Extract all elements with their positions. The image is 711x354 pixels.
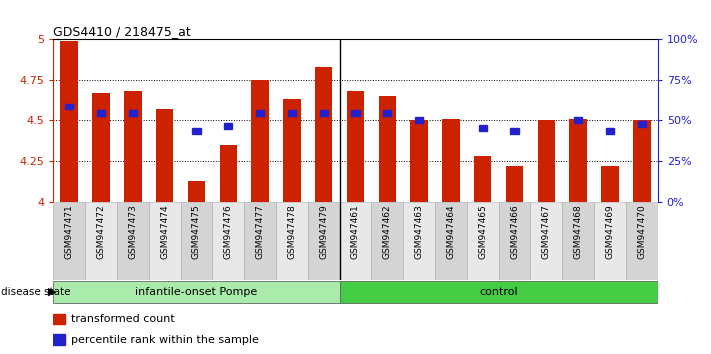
Bar — [283, 99, 301, 202]
Bar — [474, 156, 491, 202]
Bar — [244, 202, 276, 280]
Bar — [351, 110, 360, 116]
Bar — [562, 202, 594, 280]
Bar — [85, 202, 117, 280]
Bar — [256, 110, 264, 116]
Text: GSM947463: GSM947463 — [415, 204, 424, 259]
Text: GSM947465: GSM947465 — [479, 204, 487, 259]
Text: GSM947478: GSM947478 — [287, 204, 296, 259]
Text: GSM947475: GSM947475 — [192, 204, 201, 259]
Text: GSM947466: GSM947466 — [510, 204, 519, 259]
Bar — [633, 120, 651, 202]
Bar — [97, 110, 105, 116]
Text: GSM947461: GSM947461 — [351, 204, 360, 259]
Bar — [315, 67, 333, 202]
Bar — [506, 166, 523, 202]
Bar — [498, 202, 530, 280]
Bar — [181, 202, 213, 280]
Bar — [479, 125, 487, 131]
Bar — [602, 166, 619, 202]
Bar — [156, 109, 173, 202]
Text: GSM947468: GSM947468 — [574, 204, 582, 259]
Bar — [188, 181, 205, 202]
Bar — [220, 145, 237, 202]
Bar — [53, 334, 65, 345]
Text: percentile rank within the sample: percentile rank within the sample — [71, 335, 260, 345]
Text: GSM947473: GSM947473 — [129, 204, 137, 259]
Bar — [638, 121, 646, 127]
Bar — [65, 104, 73, 109]
Bar — [347, 91, 364, 202]
Text: disease state: disease state — [1, 286, 70, 297]
Text: GSM947479: GSM947479 — [319, 204, 328, 259]
Bar — [319, 110, 328, 116]
Text: GSM947472: GSM947472 — [97, 204, 105, 259]
Bar — [213, 202, 244, 280]
Text: control: control — [479, 286, 518, 297]
Bar — [117, 202, 149, 280]
Bar — [288, 110, 296, 116]
Bar — [340, 281, 658, 303]
Text: GSM947462: GSM947462 — [383, 204, 392, 259]
Bar — [371, 202, 403, 280]
Bar — [149, 202, 181, 280]
Text: GSM947474: GSM947474 — [160, 204, 169, 259]
Bar — [594, 202, 626, 280]
Text: GSM947470: GSM947470 — [637, 204, 646, 259]
Bar — [53, 314, 65, 324]
Bar — [129, 110, 137, 116]
Bar — [308, 202, 340, 280]
Bar — [467, 202, 498, 280]
Bar — [606, 128, 614, 134]
Bar — [192, 128, 201, 134]
Bar — [383, 110, 392, 116]
Bar — [53, 281, 340, 303]
Bar — [415, 118, 423, 123]
Text: transformed count: transformed count — [71, 314, 175, 324]
Bar — [378, 96, 396, 202]
Text: GSM947464: GSM947464 — [447, 204, 456, 259]
Bar — [92, 93, 109, 202]
Bar — [251, 80, 269, 202]
Bar — [570, 119, 587, 202]
Text: GSM947476: GSM947476 — [224, 204, 232, 259]
Bar — [442, 119, 460, 202]
Text: GSM947471: GSM947471 — [65, 204, 74, 259]
Text: GSM947469: GSM947469 — [606, 204, 614, 259]
Text: ▶: ▶ — [48, 286, 57, 297]
Bar — [530, 202, 562, 280]
Bar — [538, 120, 555, 202]
Bar — [53, 202, 85, 280]
Text: GSM947477: GSM947477 — [255, 204, 264, 259]
Bar — [435, 202, 467, 280]
Bar — [340, 202, 371, 280]
Bar — [410, 120, 428, 202]
Bar — [124, 91, 141, 202]
Bar — [224, 123, 232, 129]
Text: infantile-onset Pompe: infantile-onset Pompe — [135, 286, 257, 297]
Bar — [574, 118, 582, 123]
Bar — [276, 202, 308, 280]
Bar — [510, 128, 518, 134]
Text: GDS4410 / 218475_at: GDS4410 / 218475_at — [53, 25, 191, 38]
Text: GSM947467: GSM947467 — [542, 204, 551, 259]
Bar — [60, 41, 78, 202]
Bar — [626, 202, 658, 280]
Bar — [403, 202, 435, 280]
